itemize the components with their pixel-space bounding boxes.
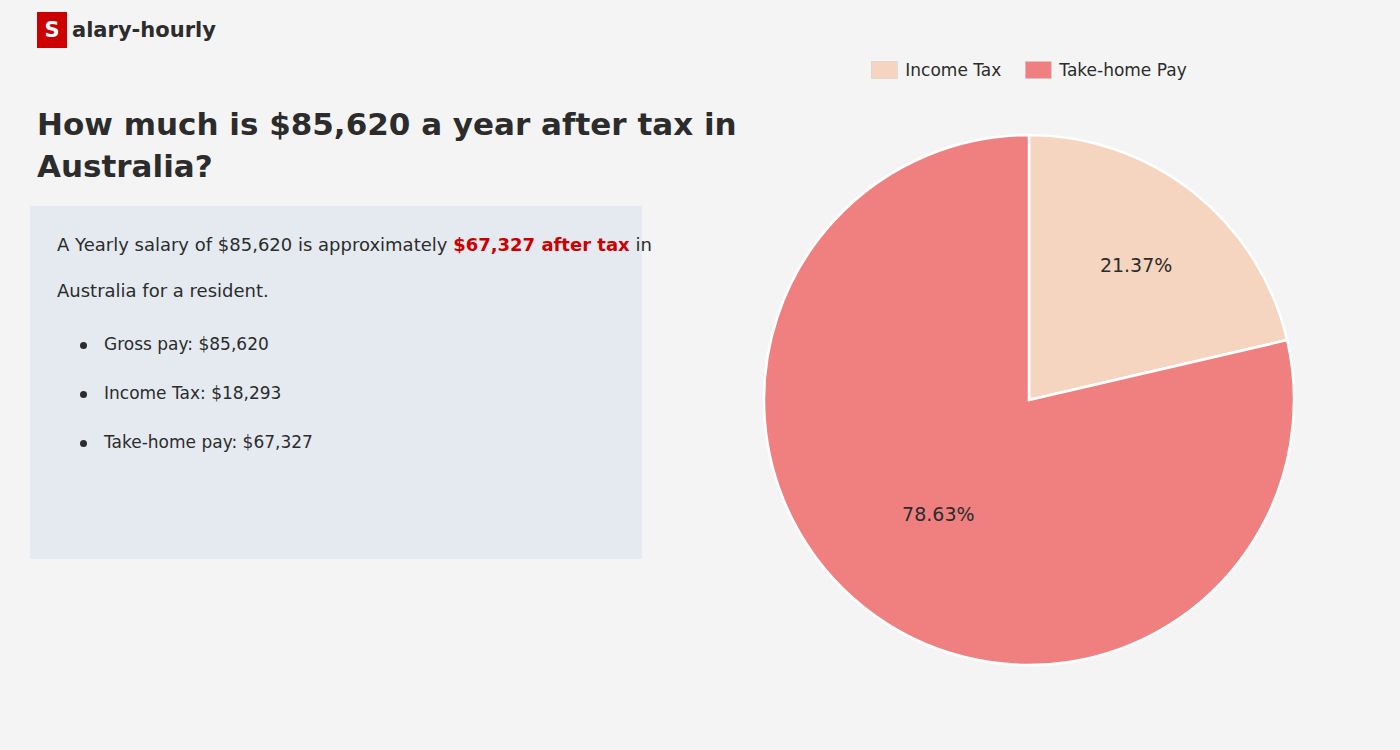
bullet-dot [80,391,87,398]
legend: Income Tax Take-home Pay [871,60,1186,80]
legend-label: Take-home Pay [1058,60,1186,80]
description-line: A Yearly salary of $85,620 is approximat… [57,234,652,255]
bullet-item: Income Tax: $18,293 [104,383,281,403]
description-text: A Yearly salary of $85,620 is approximat… [57,234,453,255]
bullet-dot [80,342,87,349]
bullet-item: Gross pay: $85,620 [104,334,269,354]
data-label: 21.37% [1100,254,1172,276]
description-line: Australia for a resident. [57,280,269,301]
logo-text: alary-hourly [72,12,216,48]
data-label: 78.63% [902,503,974,525]
description-text: in [630,234,652,255]
pie-panel: 21.37% 78.63% Income Tax Take-home Pay [700,0,1400,750]
legend-swatch [1025,62,1051,79]
legend-label: Income Tax [905,60,1001,80]
bullet-item: Take-home pay: $67,327 [104,432,313,452]
description-highlight: $67,327 after tax [453,234,630,255]
description-text: Australia for a resident. [57,280,269,301]
pie-slice [764,135,1294,665]
slice-labels: 21.37% 78.63% [902,254,1172,525]
info-box [30,206,642,559]
logo-box: S [37,12,67,48]
legend-swatch [871,62,897,79]
slices [764,135,1294,665]
bullet-dot [80,440,87,447]
title: How much is $85,620 a year after tax inA… [37,104,737,188]
